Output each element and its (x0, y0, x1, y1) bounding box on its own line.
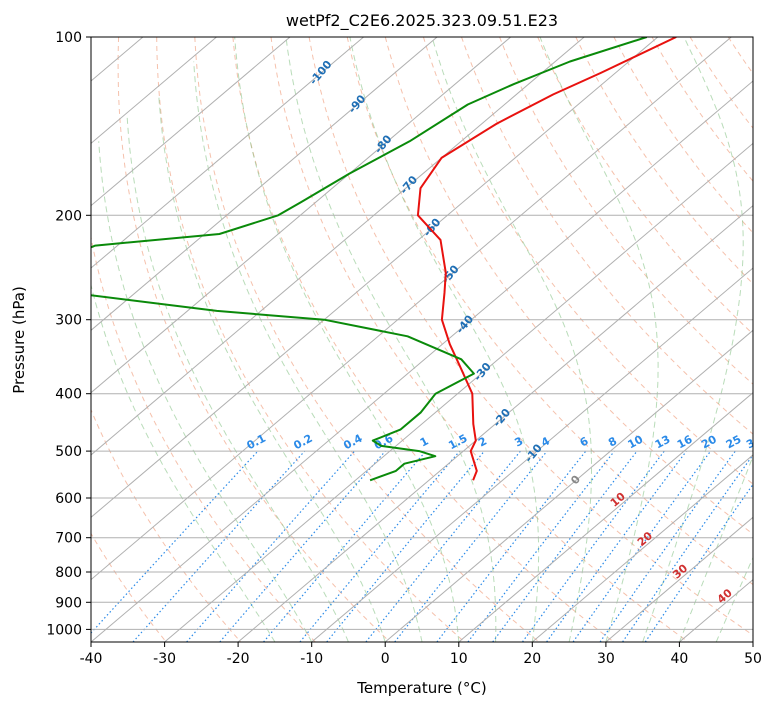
moist-adiabat-label: 10 (608, 490, 628, 510)
y-tick-label: 1000 (46, 622, 82, 638)
isotherm-line (91, 37, 775, 642)
chart-title: wetPf2_C2E6.2025.323.09.51.E23 (286, 11, 558, 31)
x-tick-label: -30 (153, 651, 176, 667)
mixing-ratio-line (547, 451, 687, 642)
mixing-ratio-line (437, 451, 586, 642)
isotherm-line (753, 37, 775, 642)
mixing-ratio-label: 8 (606, 434, 619, 449)
dry-adiabat-line (36, 37, 241, 642)
plot-frame (91, 37, 753, 642)
isotherm-label: -30 (471, 360, 494, 384)
isotherm-line (0, 37, 584, 642)
moist-adiabats (72, 37, 775, 642)
moist-adiabat-line (432, 37, 592, 642)
isotherm-line (0, 37, 511, 642)
dry-adiabat-line (728, 37, 775, 642)
y-tick-label: 400 (55, 387, 82, 403)
isotherm-label: -90 (346, 92, 369, 116)
mixing-ratio-line (493, 451, 637, 642)
dry-adiabat-line (766, 37, 775, 642)
mixing-ratio-line (83, 451, 258, 642)
dry-adiabat-line (690, 37, 775, 642)
moist-adiabat-line (716, 37, 775, 642)
moist-adiabat-label: 40 (715, 586, 735, 606)
dry-adiabat-line (576, 37, 775, 642)
mixing-ratio-label: 25 (724, 433, 744, 452)
y-tick-label: 700 (55, 531, 82, 547)
mixing-ratio-label: 13 (653, 433, 673, 452)
isotherm-line (312, 37, 775, 642)
mixing-ratio-label: 0.2 (291, 432, 314, 453)
isotherm-line (0, 37, 364, 642)
dry-adiabat-line (500, 37, 775, 642)
dry-adiabat-line (614, 37, 775, 642)
mixing-ratio-line (187, 451, 355, 642)
x-tick-label: 0 (381, 651, 390, 667)
temperature-profile-line (418, 37, 676, 480)
isotherm-line (532, 37, 775, 642)
x-tick-label: -40 (80, 651, 103, 667)
moist-adiabat-line (679, 37, 775, 642)
moist-adiabat-line (99, 141, 312, 642)
mixing-ratio-label: 0.1 (245, 432, 268, 453)
mixing-ratio-line (133, 451, 305, 642)
mixing-ratio-label: 36 (765, 433, 775, 452)
y-tick-label: 300 (55, 313, 82, 329)
x-tick-label: 40 (670, 651, 688, 667)
y-tick-label: 900 (55, 595, 82, 611)
dry-adiabat-line (423, 37, 775, 642)
moist-adiabat-line (72, 166, 275, 642)
dewpoint-profile-line (31, 37, 647, 480)
y-axis-label: Pressure (hPa) (10, 286, 28, 394)
y-tick-label: 200 (55, 208, 82, 224)
dry-adiabat-line (118, 37, 390, 642)
isotherm-label: -60 (421, 216, 444, 240)
mixing-ratio-label: 30 (744, 433, 764, 452)
mixing-ratio-label: 6 (578, 434, 591, 449)
x-axis: -40 -30 -20 -10 0 10 20 30 40 50 (80, 642, 762, 667)
isotherm-label: -40 (454, 312, 477, 336)
isotherm-line (606, 37, 775, 642)
x-tick-label: 10 (450, 651, 468, 667)
mixing-ratio-line (600, 451, 735, 642)
isotherm-label: -80 (372, 132, 395, 156)
isotherm-label: -20 (490, 406, 513, 430)
x-axis-label: Temperature (°C) (356, 679, 486, 697)
moist-adiabat-line (235, 37, 459, 642)
isotherm-label: -50 (439, 262, 462, 286)
x-tick-label: -20 (227, 651, 250, 667)
dry-adiabat-line (78, 37, 315, 642)
dry-adiabat-line (538, 37, 775, 642)
pressure-gridlines (91, 37, 753, 629)
x-tick-label: 50 (744, 651, 762, 667)
mixing-ratio-label: 1 (418, 434, 431, 449)
isotherm-line (679, 37, 775, 642)
moist-adiabat-line (350, 37, 539, 642)
y-tick-label: 100 (55, 30, 82, 46)
y-tick-label: 500 (55, 444, 82, 460)
mixing-ratio-label: 0.4 (341, 432, 365, 453)
isotherms (0, 37, 775, 642)
x-tick-label: 30 (597, 651, 615, 667)
dry-adiabat-line (385, 37, 775, 642)
mixing-ratio-label: 3 (512, 434, 525, 449)
y-tick-label: 800 (55, 565, 82, 581)
isotherm-line (0, 37, 217, 642)
dry-adiabat-line (462, 37, 775, 642)
dry-adiabats (0, 37, 775, 642)
dry-adiabat-line (195, 37, 539, 642)
mixing-ratio-label: 16 (675, 433, 695, 452)
mixing-ratio-label: 2 (476, 434, 489, 449)
moist-adiabat-line (643, 37, 744, 642)
x-tick-label: 20 (523, 651, 541, 667)
x-tick-label: -10 (300, 651, 323, 667)
isotherm-label: -100 (307, 58, 335, 88)
y-axis: 100 200 300 400 500 600 700 800 900 1000 (46, 30, 91, 638)
dry-adiabat-line (233, 37, 614, 642)
y-tick-label: 600 (55, 491, 82, 507)
moist-adiabat-label: 20 (635, 529, 655, 549)
isotherm-line (385, 37, 775, 642)
